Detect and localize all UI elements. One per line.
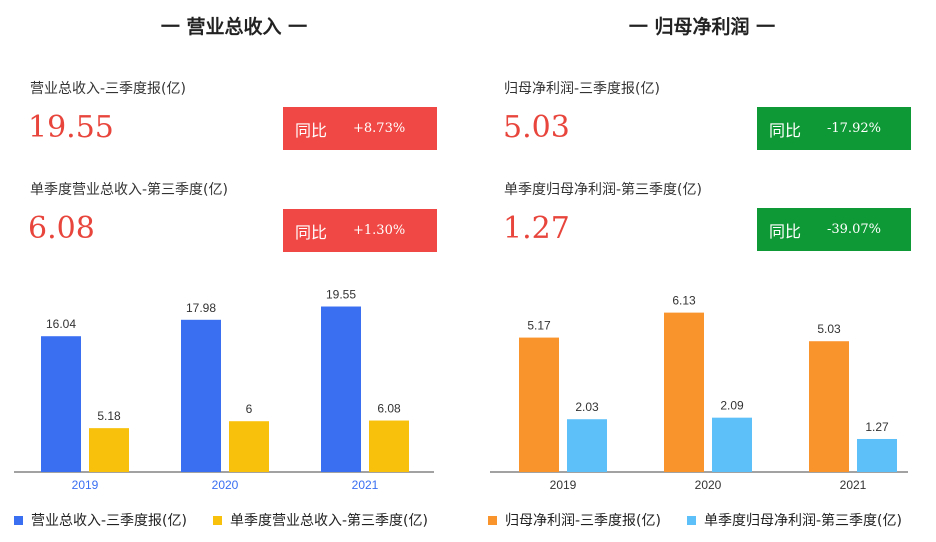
x-tick-label: 2019 [72,478,99,492]
bar[interactable] [712,417,752,472]
metric-value: 5.03 [503,110,570,145]
bar-value-label: 6.13 [672,294,696,308]
metric-value: 1.27 [503,211,570,246]
badge-value: +8.73% [353,121,406,136]
bar-value-label: 16.04 [46,317,76,331]
badge-value: -17.92% [827,121,881,136]
legend-item[interactable]: 营业总收入-三季度报(亿) [14,510,187,530]
yoy-badge: 同比 -17.92% [757,107,911,150]
badge-label: 同比 [295,222,328,242]
metric-value: 19.55 [28,110,114,145]
legend-label: 单季度营业总收入-第三季度(亿) [229,513,428,529]
bar[interactable] [181,319,221,472]
yoy-badge: 同比 +8.73% [283,107,437,150]
legend-label: 归母净利润-三季度报(亿) [505,513,661,529]
revenue-panel: 一 营业总收入 一 营业总收入-三季度报(亿) 19.55 同比 +8.73% … [14,16,468,530]
legend-swatch [212,515,222,525]
bar[interactable] [519,337,559,472]
panel-title: 一 归母净利润 一 [628,16,776,38]
bar[interactable] [321,306,361,472]
legend-item[interactable]: 归母净利润-三季度报(亿) [488,510,661,530]
bar-value-label: 19.55 [326,288,356,302]
bar-value-label: 5.17 [527,319,551,333]
bar-value-label: 2.03 [575,400,599,414]
bar-value-label: 6.08 [377,402,401,416]
revenue-bar-chart: 16.04 5.18 2019 17.98 6 2020 19.55 6.08 2021 [14,288,434,492]
legend-label: 单季度归母净利润-第三季度(亿) [703,513,902,529]
legend-item[interactable]: 单季度归母净利润-第三季度(亿) [686,510,902,530]
bar[interactable] [857,438,897,472]
badge-value: +1.30% [353,223,406,238]
bar[interactable] [89,428,129,472]
bar-value-label: 1.27 [865,420,889,434]
badge-label: 同比 [769,221,802,241]
chart-legend: 归母净利润-三季度报(亿) 单季度归母净利润-第三季度(亿) [488,510,936,530]
bar-value-label: 2.09 [720,399,744,413]
bar-value-label: 6 [246,402,253,416]
metric-label: 单季度营业总收入-第三季度(亿) [30,182,228,198]
legend-swatch [686,515,696,525]
bar-value-label: 5.03 [817,322,841,336]
yoy-badge: 同比 -39.07% [757,208,911,251]
yoy-badge: 同比 +1.30% [283,209,437,252]
bar-value-label: 17.98 [186,301,216,315]
bar[interactable] [664,312,704,472]
x-tick-label: 2020 [695,478,722,492]
legend-swatch [488,515,497,525]
metric-label: 归母净利润-三季度报(亿) [504,81,660,97]
chart-legend: 营业总收入-三季度报(亿) 单季度营业总收入-第三季度(亿) [14,510,468,530]
net-profit-panel: 一 归母净利润 一 归母净利润-三季度报(亿) 5.03 同比 -17.92% … [468,0,936,542]
legend-label: 营业总收入-三季度报(亿) [31,513,187,529]
bar[interactable] [567,419,607,472]
x-tick-label: 2021 [352,478,379,492]
panel-title: 一 营业总收入 一 [160,16,308,38]
metric-value: 6.08 [28,211,95,246]
bar-value-label: 5.18 [97,409,121,423]
x-tick-label: 2021 [840,478,867,492]
badge-label: 同比 [769,120,802,140]
metric-label: 单季度归母净利润-第三季度(亿) [504,182,702,198]
bar[interactable] [41,336,81,472]
net-profit-bar-chart: 5.17 2.03 2019 6.13 2.09 2020 5.03 1.27 2021 [490,294,908,492]
metric-label: 营业总收入-三季度报(亿) [30,81,186,97]
legend-item[interactable]: 单季度营业总收入-第三季度(亿) [212,510,428,530]
bar[interactable] [809,341,849,472]
x-tick-label: 2019 [550,478,577,492]
badge-value: -39.07% [827,222,881,237]
bar[interactable] [229,421,269,472]
badge-label: 同比 [295,120,328,140]
x-tick-label: 2020 [212,478,239,492]
bar[interactable] [369,420,409,472]
legend-swatch [14,515,23,525]
